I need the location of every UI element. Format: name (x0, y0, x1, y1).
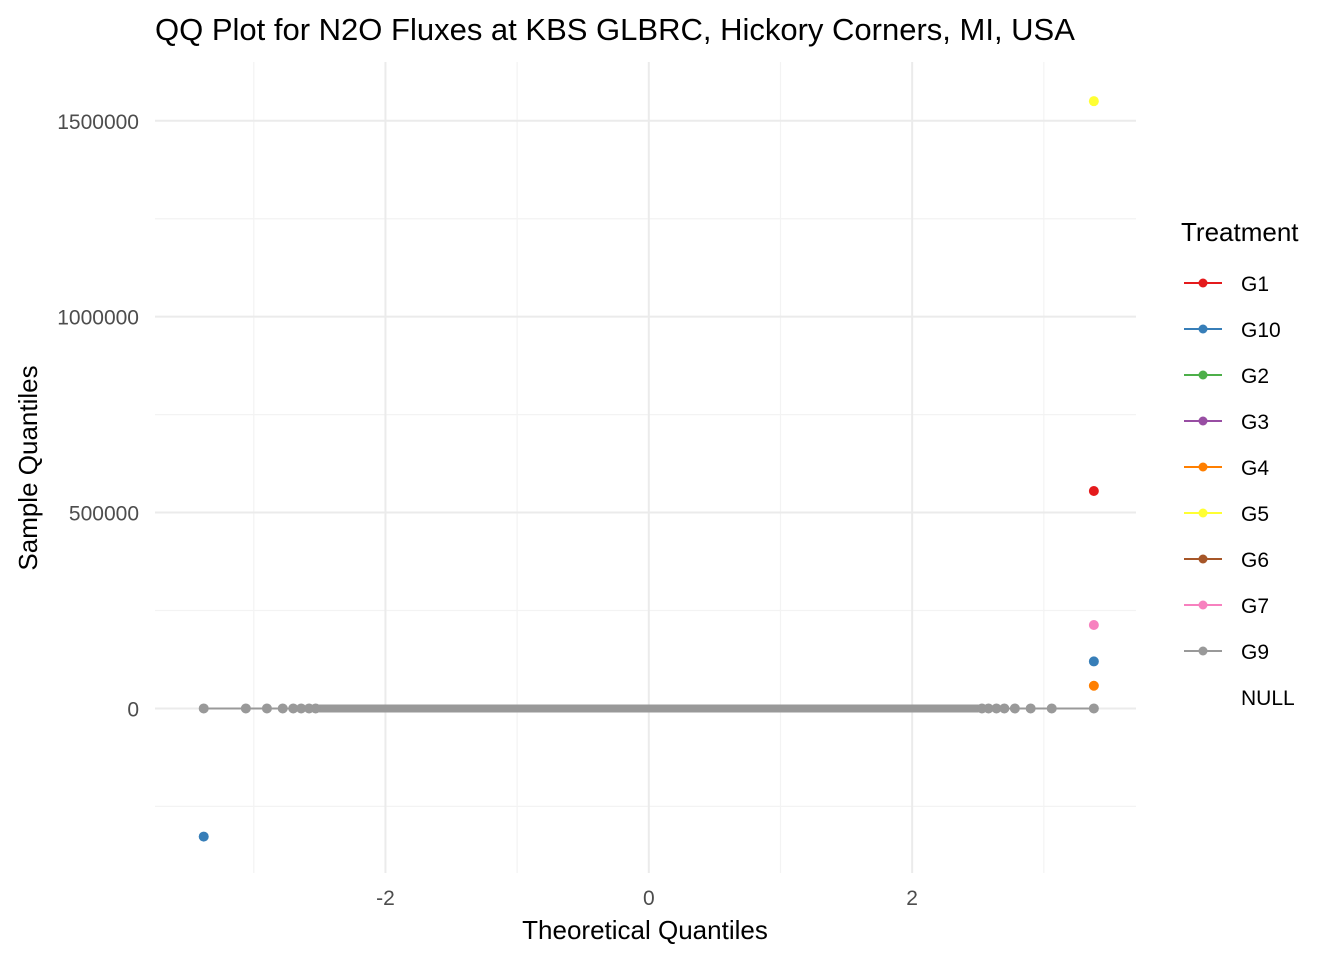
legend: Treatment G1 G10 G2 G3 G4 G5 G6 G7 G9 NULL (1181, 217, 1299, 710)
legend-item-g10: G10 (1184, 319, 1281, 342)
legend-item-g2: G2 (1184, 365, 1269, 388)
point-g7 (1088, 619, 1099, 630)
legend-key-point (1198, 600, 1208, 610)
legend-item-g1: G1 (1184, 273, 1269, 296)
y-tick-label: 1500000 (57, 111, 139, 134)
legend-item-g4: G4 (1184, 457, 1269, 480)
chart-title: QQ Plot for N2O Fluxes at KBS GLBRC, Hic… (155, 12, 1075, 47)
legend-label: G1 (1241, 273, 1269, 296)
point-g9 (991, 703, 1002, 714)
legend-label: G6 (1241, 549, 1269, 572)
legend-key-point (1198, 278, 1208, 288)
point-g9 (198, 703, 209, 714)
point-g10 (198, 831, 209, 842)
legend-label: G5 (1241, 503, 1269, 526)
legend-key-point (1198, 554, 1208, 564)
plot-marks (198, 96, 1099, 842)
legend-key-point (1198, 462, 1208, 472)
legend-key-point (1198, 324, 1208, 334)
x-axis-tick-labels: -2 0 2 (376, 887, 918, 910)
plot-grid (155, 62, 1136, 873)
legend-key-point (1198, 508, 1208, 518)
legend-item-g9: G9 (1184, 641, 1269, 664)
y-axis-title: Sample Quantiles (13, 365, 43, 570)
point-g9 (1025, 703, 1036, 714)
legend-title: Treatment (1181, 217, 1299, 247)
legend-label: G3 (1241, 411, 1269, 434)
legend-label: G4 (1241, 457, 1269, 480)
x-tick-label: 0 (643, 887, 655, 910)
point-g5 (1088, 96, 1099, 107)
legend-key-point (1198, 646, 1208, 656)
point-g9 (261, 703, 272, 714)
x-axis-title: Theoretical Quantiles (522, 915, 768, 945)
point-g9 (288, 703, 299, 714)
y-tick-label: 0 (127, 698, 139, 721)
y-tick-label: 1000000 (57, 307, 139, 330)
point-g9 (310, 703, 321, 714)
legend-item-g7: G7 (1184, 595, 1269, 618)
y-tick-label: 500000 (69, 503, 139, 526)
legend-key-point (1198, 416, 1208, 426)
legend-item-g5: G5 (1184, 503, 1269, 526)
y-axis-tick-labels: 0 500000 1000000 1500000 (57, 111, 139, 722)
point-g9 (296, 703, 307, 714)
legend-label: NULL (1241, 687, 1295, 710)
point-g9 (1088, 703, 1099, 714)
legend-key-point (1198, 370, 1208, 380)
point-g9 (999, 703, 1010, 714)
point-g1 (1088, 486, 1099, 497)
point-g9 (1046, 703, 1057, 714)
point-g4 (1088, 680, 1099, 691)
point-g9 (240, 703, 251, 714)
point-g9 (983, 703, 994, 714)
legend-label: G7 (1241, 595, 1269, 618)
legend-label: G9 (1241, 641, 1269, 664)
point-g10 (1088, 656, 1099, 667)
legend-item-null: NULL (1241, 687, 1295, 710)
x-tick-label: 2 (906, 887, 918, 910)
legend-label: G10 (1241, 319, 1281, 342)
x-tick-label: -2 (376, 887, 395, 910)
legend-item-g3: G3 (1184, 411, 1269, 434)
legend-item-g6: G6 (1184, 549, 1269, 572)
point-g9 (277, 703, 288, 714)
legend-label: G2 (1241, 365, 1269, 388)
point-g9 (1009, 703, 1020, 714)
